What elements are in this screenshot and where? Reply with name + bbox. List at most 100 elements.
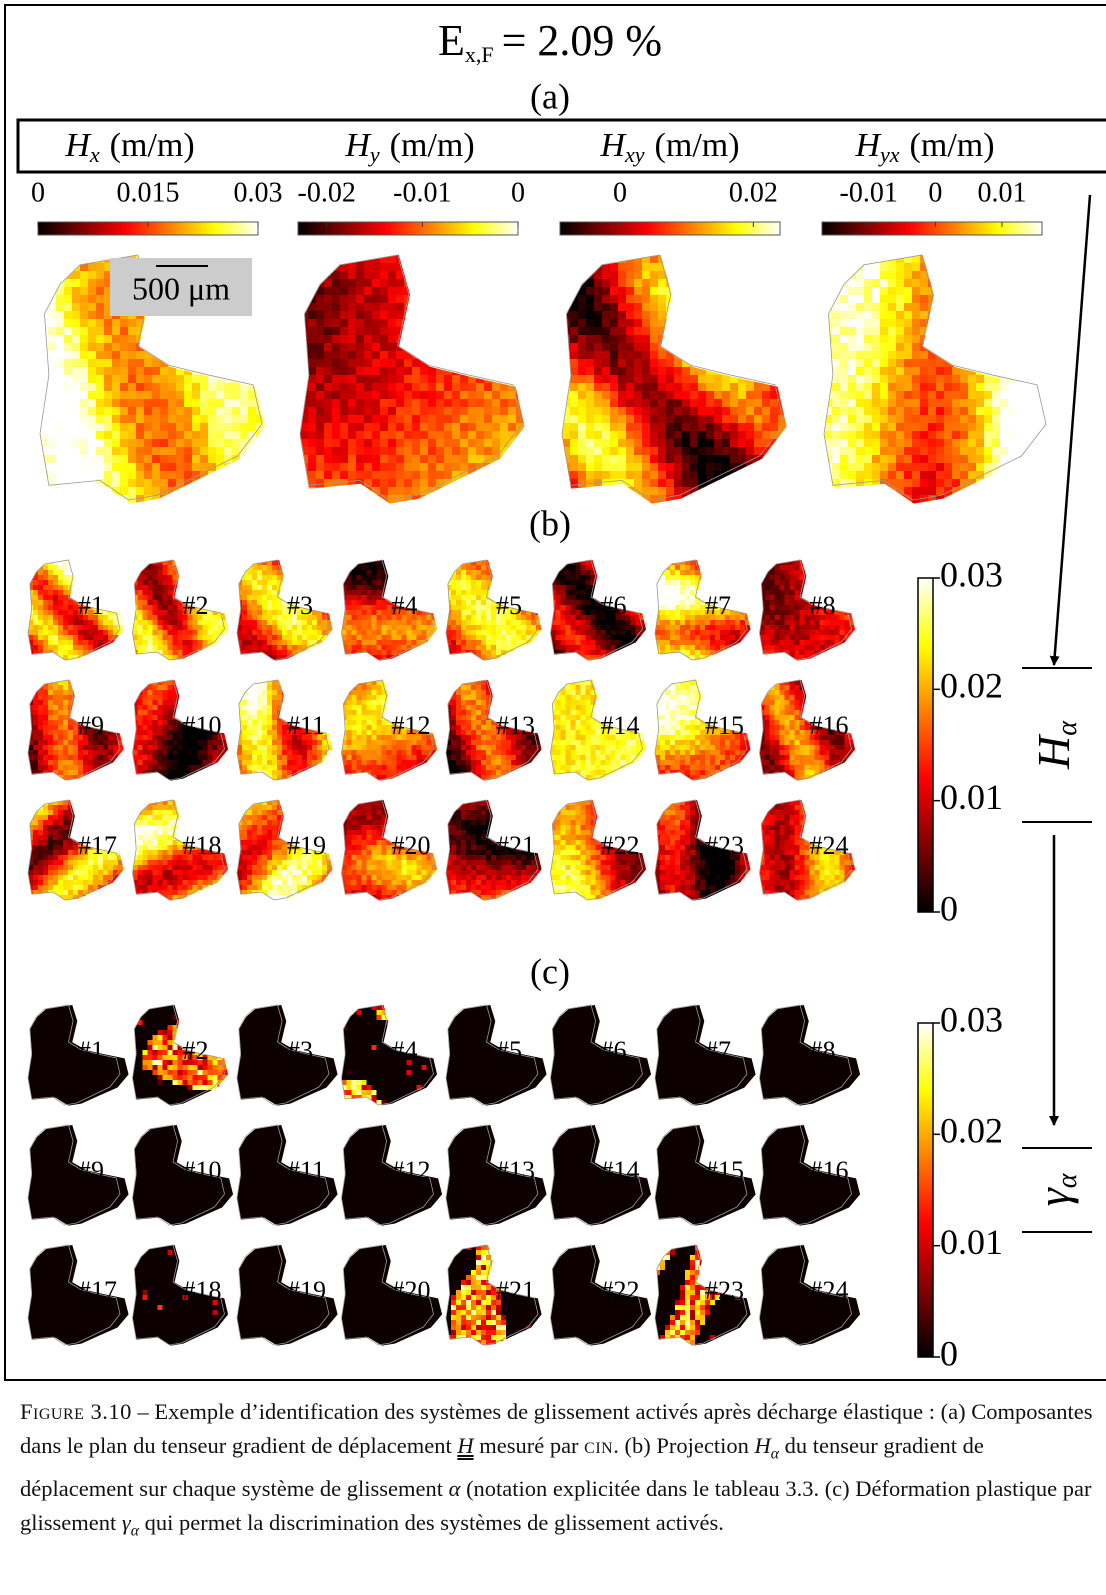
map-cell [340, 319, 349, 328]
map-cell [492, 263, 501, 272]
map-cell [722, 335, 731, 344]
map-cell [468, 367, 477, 376]
map-cell [120, 447, 129, 456]
map-cell [348, 447, 357, 456]
map-cell [242, 615, 248, 621]
map-cell [144, 431, 153, 440]
map-cell [928, 479, 937, 488]
map-cell [256, 479, 265, 488]
map-cell [516, 255, 525, 264]
map-cell [40, 263, 49, 272]
map-cell [1040, 271, 1049, 280]
map-cell [136, 335, 145, 344]
map-cell [666, 487, 675, 496]
map-cell [308, 479, 317, 488]
map-cell [192, 650, 199, 656]
map-cell [396, 295, 405, 304]
map-cell [754, 391, 763, 400]
map-cell [698, 295, 707, 304]
map-cell [93, 615, 99, 621]
map-cell [762, 271, 771, 280]
map-cell [1008, 263, 1017, 272]
map-cell [248, 367, 257, 376]
map-cell [912, 319, 921, 328]
map-cell [297, 610, 303, 616]
map-cell [976, 255, 985, 264]
map-cell [690, 479, 699, 488]
map-cell [936, 295, 945, 304]
map-cell [187, 585, 194, 591]
map-cell [167, 640, 174, 646]
map-cell [880, 279, 889, 288]
map-cell [217, 615, 224, 621]
map-cell [208, 343, 217, 352]
map-cell [324, 447, 333, 456]
map-cell [142, 625, 149, 631]
map-cell [706, 287, 715, 296]
map-cell [428, 295, 437, 304]
map-cell [778, 367, 787, 376]
map-cell [200, 431, 209, 440]
map-cell [578, 415, 587, 424]
map-cell [88, 279, 97, 288]
map-cell [73, 570, 79, 576]
map-cell [356, 585, 363, 591]
map-cell [610, 399, 619, 408]
map-cell [297, 560, 303, 566]
map-cell [300, 327, 309, 336]
map-cell [666, 439, 675, 448]
map-cell [136, 399, 145, 408]
map-cell [356, 580, 363, 586]
map-cell [460, 407, 469, 416]
map-cell [872, 455, 881, 464]
map-cell [968, 487, 977, 496]
map-cell [56, 407, 65, 416]
map-cell [666, 495, 675, 504]
map-cell [856, 495, 865, 504]
map-cell [984, 359, 993, 368]
map-cell [388, 359, 397, 368]
map-cell [372, 351, 381, 360]
map-cell [152, 655, 159, 661]
map-cell [247, 655, 253, 661]
map-cell [778, 455, 787, 464]
map-cell [340, 423, 349, 432]
map-cell [104, 431, 113, 440]
map-cell [316, 487, 325, 496]
map-cell [88, 575, 94, 581]
map-cell [880, 335, 889, 344]
map-cell [968, 471, 977, 480]
map-cell [48, 279, 57, 288]
map-cell [341, 605, 348, 611]
map-cell [421, 615, 428, 621]
map-cell [928, 367, 937, 376]
map-cell [936, 383, 945, 392]
map-cell [1008, 367, 1017, 376]
map-cell [78, 570, 84, 576]
map-cell [167, 600, 174, 606]
map-cell [144, 335, 153, 344]
map-cell [626, 319, 635, 328]
map-cell [98, 630, 104, 636]
map-cell [416, 580, 423, 586]
map-cell [356, 279, 365, 288]
map-cell [666, 375, 675, 384]
map-cell [48, 439, 57, 448]
map-cell [297, 650, 303, 656]
grain-map [341, 560, 438, 661]
map-cell [722, 439, 731, 448]
map-cell [132, 560, 139, 566]
map-cell [1000, 447, 1009, 456]
map-cell [83, 645, 89, 651]
map-cell [968, 343, 977, 352]
map-cell [738, 391, 747, 400]
map-cell [137, 615, 144, 621]
map-cell [346, 620, 353, 626]
map-cell [324, 311, 333, 320]
map-cell [348, 295, 357, 304]
map-cell [412, 399, 421, 408]
map-cell [1008, 303, 1017, 312]
map-cell [848, 343, 857, 352]
map-cell [421, 610, 428, 616]
map-cell [634, 279, 643, 288]
